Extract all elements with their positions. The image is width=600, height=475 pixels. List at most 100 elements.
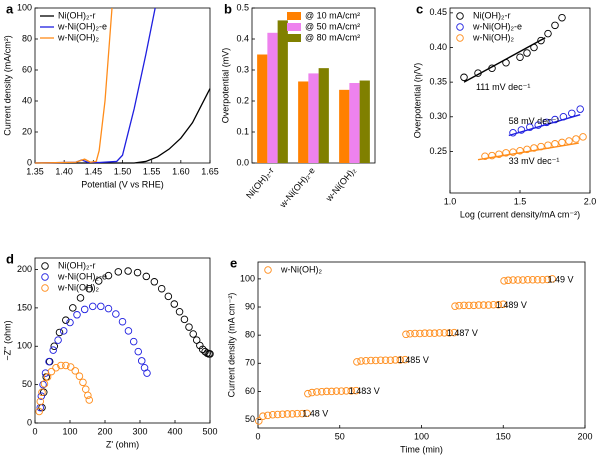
data-point [143,369,151,377]
data-point [278,410,287,418]
data-point [500,277,508,285]
data-point [35,407,43,416]
data-point [59,327,68,335]
data-point [259,412,267,420]
panel-label: a [6,1,14,16]
x-tick-label: 50 [335,431,345,441]
legend-label: @ 80 mA/cm² [305,32,360,42]
y-tick-label: 150 [17,302,32,312]
data-point [470,301,478,310]
data-point [517,126,526,134]
data-point [57,361,65,370]
y-axis-label: Overpotential (mV) [220,48,230,124]
x-tick-label: 0 [255,431,260,441]
x-tick-label: 1.50 [114,166,132,176]
x-tick-label: 200 [97,426,112,436]
y-tick-label: 0.3 [236,64,249,74]
panel-label: c [416,1,423,16]
y-tick-label: 80 [22,33,32,43]
data-point [416,329,424,338]
data-point [495,150,503,158]
y-tick-label: 80 [245,330,255,340]
x-axis-label: Log (current density/mA cm⁻²) [460,209,580,219]
data-point [268,411,277,419]
bar [267,32,278,163]
y-tick-label: 0.35 [429,77,447,87]
data-point [524,275,532,284]
legend-label: w-Ni(OH)₂-e [57,21,107,31]
data-point [50,342,59,351]
data-point [54,336,62,344]
data-point [430,329,439,337]
data-point [196,341,204,350]
data-point [112,310,120,318]
data-point [75,372,84,380]
x-tick-label: 1.35 [26,166,44,176]
y-tick-label: 0.0 [236,157,249,167]
data-point [401,355,409,364]
legend-swatch [287,34,301,42]
data-point [40,380,49,388]
bar [298,81,309,163]
y-tick-label: 60 [245,386,255,396]
data-point [62,361,70,370]
x-tick-label: 300 [132,426,147,436]
data-point [514,276,522,284]
data-point [313,388,321,396]
x-tick-label: 2.0 [584,196,597,206]
annotation: 1.49 V [547,275,573,285]
data-point [530,144,538,152]
data-point [538,275,547,284]
data-point [455,301,463,310]
y-tick-label: 0.45 [429,7,447,17]
bar [359,80,370,163]
data-point [516,146,524,155]
legend-swatch [287,23,301,31]
y-tick-label: 0.40 [429,42,447,52]
x-tick-label: 1.65 [201,166,219,176]
data-point [124,327,133,335]
x-tick-label: 400 [167,426,182,436]
y-tick-label: 100 [17,2,32,12]
data-point [516,53,524,61]
y-axis-label: −Z'' (ohm) [2,320,12,360]
data-point [73,311,81,319]
x-tick-label: 500 [202,426,217,436]
data-point [189,330,197,338]
annotation: 1.489 V [496,300,527,310]
x-tick-label: Ni(OH)₂-r [244,165,276,200]
data-point [164,292,173,301]
data-point [150,278,159,286]
data-point [406,329,414,338]
data-point [66,363,75,371]
data-point [206,350,214,358]
legend-label: Ni(OH)₂-r [473,10,510,20]
data-point [499,300,508,308]
data-point [104,271,113,280]
data-point [342,387,351,395]
data-point [185,323,193,331]
y-tick-label: 50 [22,379,32,389]
data-point [84,391,92,400]
plot-frame [34,257,211,424]
legend-swatch [456,34,464,42]
x-tick-label: 150 [496,431,511,441]
y-tick-label: 40 [22,95,32,105]
data-point [353,358,361,366]
x-tick-label: 1.55 [143,166,161,176]
data-point [371,356,380,365]
data-point [337,387,346,395]
data-point [39,380,47,389]
data-point [79,378,87,387]
data-point [465,301,473,310]
data-point [572,135,580,143]
x-tick-label: 1.60 [172,166,190,176]
data-point [396,356,404,364]
annotation: 33 mV dec⁻¹ [509,156,560,166]
annotation: 111 mV dec⁻¹ [476,82,530,92]
y-tick-label: 0.25 [429,146,447,156]
panel-label: d [6,251,14,266]
data-point [304,389,312,398]
y-tick-label: 70 [245,358,255,368]
legend-swatch [287,12,301,20]
